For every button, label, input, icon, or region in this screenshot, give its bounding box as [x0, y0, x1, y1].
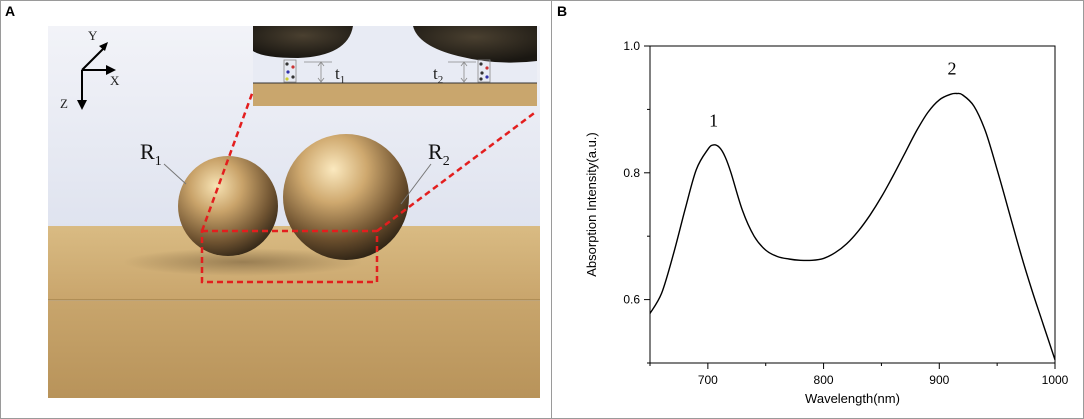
absorption-curve	[649, 92, 1056, 361]
peak-annotation-1: 1	[709, 111, 718, 131]
r2-leader	[400, 163, 432, 205]
x-axis-label: Wavelength(nm)	[805, 391, 900, 406]
scene-floor-front	[48, 301, 540, 398]
y-axis-label: Absorption Intensity(a.u.)	[584, 132, 599, 277]
zoom-line-left	[200, 90, 255, 232]
x-tick-label: 800	[814, 373, 834, 387]
panel-b-label: B	[557, 3, 568, 19]
axis-label-z: Z	[60, 96, 68, 111]
r1-leader	[163, 163, 187, 185]
x-tick-label: 900	[929, 373, 949, 387]
axis-ticks: 700 800 900 1000 0.6 0.8 1.0	[623, 39, 1068, 387]
sphere-r2	[283, 134, 409, 260]
y-tick-label: 1.0	[623, 39, 640, 53]
panel-divider	[551, 0, 552, 418]
peak-annotation-2: 2	[948, 59, 957, 79]
coordinate-axes	[77, 42, 116, 110]
y-tick-label: 0.8	[623, 166, 640, 180]
gap-label-t1: t1	[335, 64, 345, 86]
zoom-line-right	[376, 110, 538, 232]
highlight-box	[200, 229, 379, 284]
axis-label-y: Y	[88, 28, 98, 43]
zoom-inset	[253, 26, 537, 106]
axis-label-x: X	[110, 73, 120, 88]
gap-label-t2: t2	[433, 64, 443, 86]
sphere-r1	[178, 156, 278, 256]
sphere-label-r1: R1	[140, 139, 162, 169]
sphere-shadow	[123, 248, 363, 276]
sphere-label-r2: R2	[428, 139, 450, 169]
x-tick-label: 700	[698, 373, 718, 387]
absorption-chart: 700 800 900 1000 0.6 0.8 1.0 1 2 Wavelength(nm)…	[584, 39, 1069, 406]
y-tick-label: 0.6	[623, 293, 640, 307]
plot-frame	[649, 45, 1056, 364]
x-tick-label: 1000	[1042, 373, 1069, 387]
sphere-scene: t1 t2 Y X Z R1 R2	[48, 26, 540, 398]
panel-a-label: A	[5, 3, 16, 19]
